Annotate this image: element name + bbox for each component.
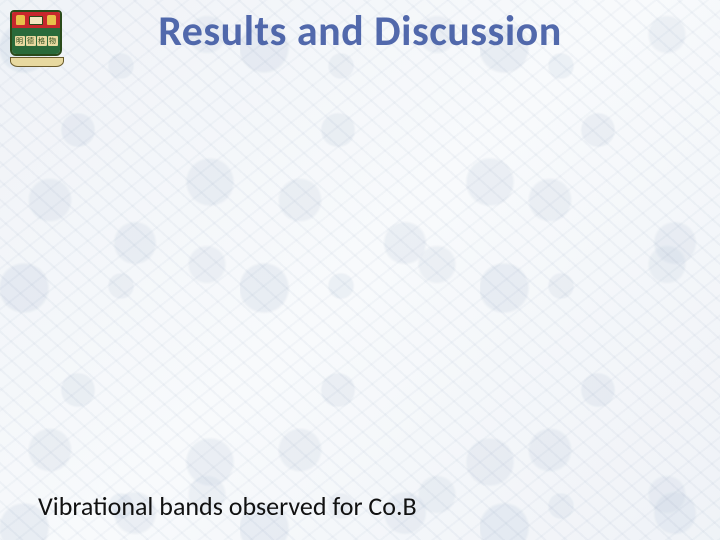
slide-caption: Vibrational bands observed for Co.B <box>38 490 417 522</box>
motto-ribbon <box>10 57 64 67</box>
slide-title: Results and Discussion <box>0 6 720 57</box>
slide-background-texture <box>0 0 720 540</box>
